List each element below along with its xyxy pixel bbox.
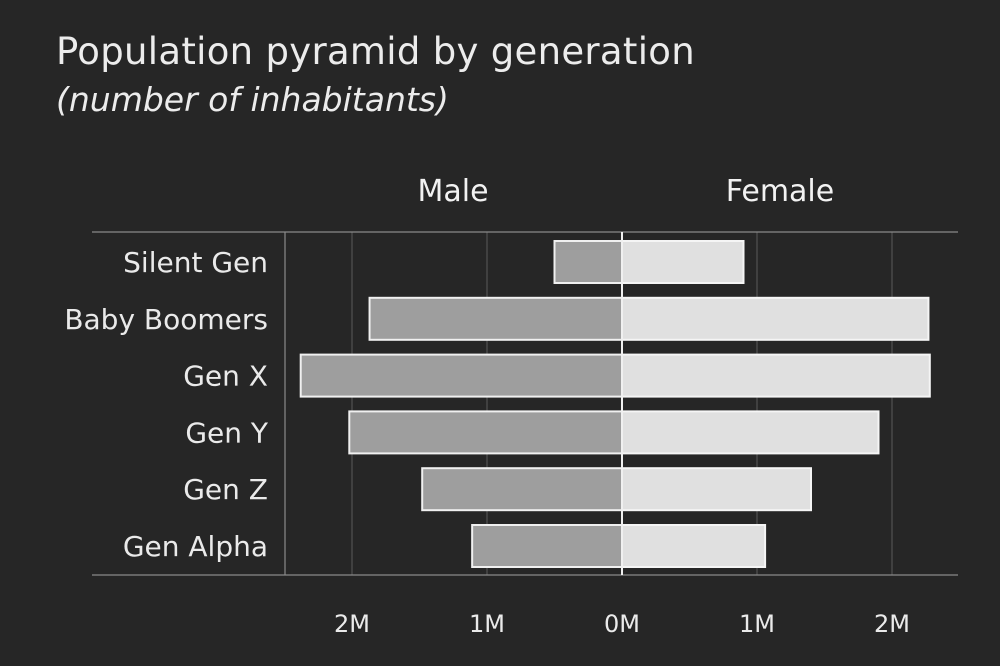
male-bar — [299, 353, 623, 398]
x-tick-label: 1M — [469, 610, 505, 638]
female-bar — [621, 467, 812, 512]
bars — [299, 240, 931, 568]
category-label: Gen Z — [183, 473, 268, 506]
male-bar — [471, 524, 623, 568]
female-bar — [621, 410, 880, 455]
category-label: Baby Boomers — [64, 303, 268, 336]
chart-subtitle: (number of inhabitants) — [56, 80, 449, 119]
x-tick-label: 0M — [604, 610, 640, 638]
category-label: Silent Gen — [123, 246, 268, 279]
labels: 2M 1M 0M 1M 2M Silent Gen Baby Boomers Gen X Gen… — [64, 174, 910, 638]
x-tick-label: 2M — [334, 610, 370, 638]
male-bar — [348, 410, 623, 455]
female-bar — [621, 240, 745, 284]
male-side-label: Male — [417, 174, 488, 209]
category-label: Gen X — [183, 360, 268, 393]
category-label: Gen Alpha — [123, 530, 268, 563]
x-tick-label: 1M — [739, 610, 775, 638]
female-bar — [621, 296, 930, 341]
axes — [92, 231, 958, 576]
female-side-label: Female — [726, 174, 834, 209]
female-bar — [621, 353, 931, 398]
female-bar — [621, 524, 767, 568]
category-label: Gen Y — [185, 416, 269, 449]
male-bar — [368, 296, 623, 341]
male-bar — [421, 467, 624, 512]
chart-title: Population pyramid by generation — [56, 30, 695, 73]
x-tick-label: 2M — [874, 610, 910, 638]
male-bar — [553, 240, 623, 284]
